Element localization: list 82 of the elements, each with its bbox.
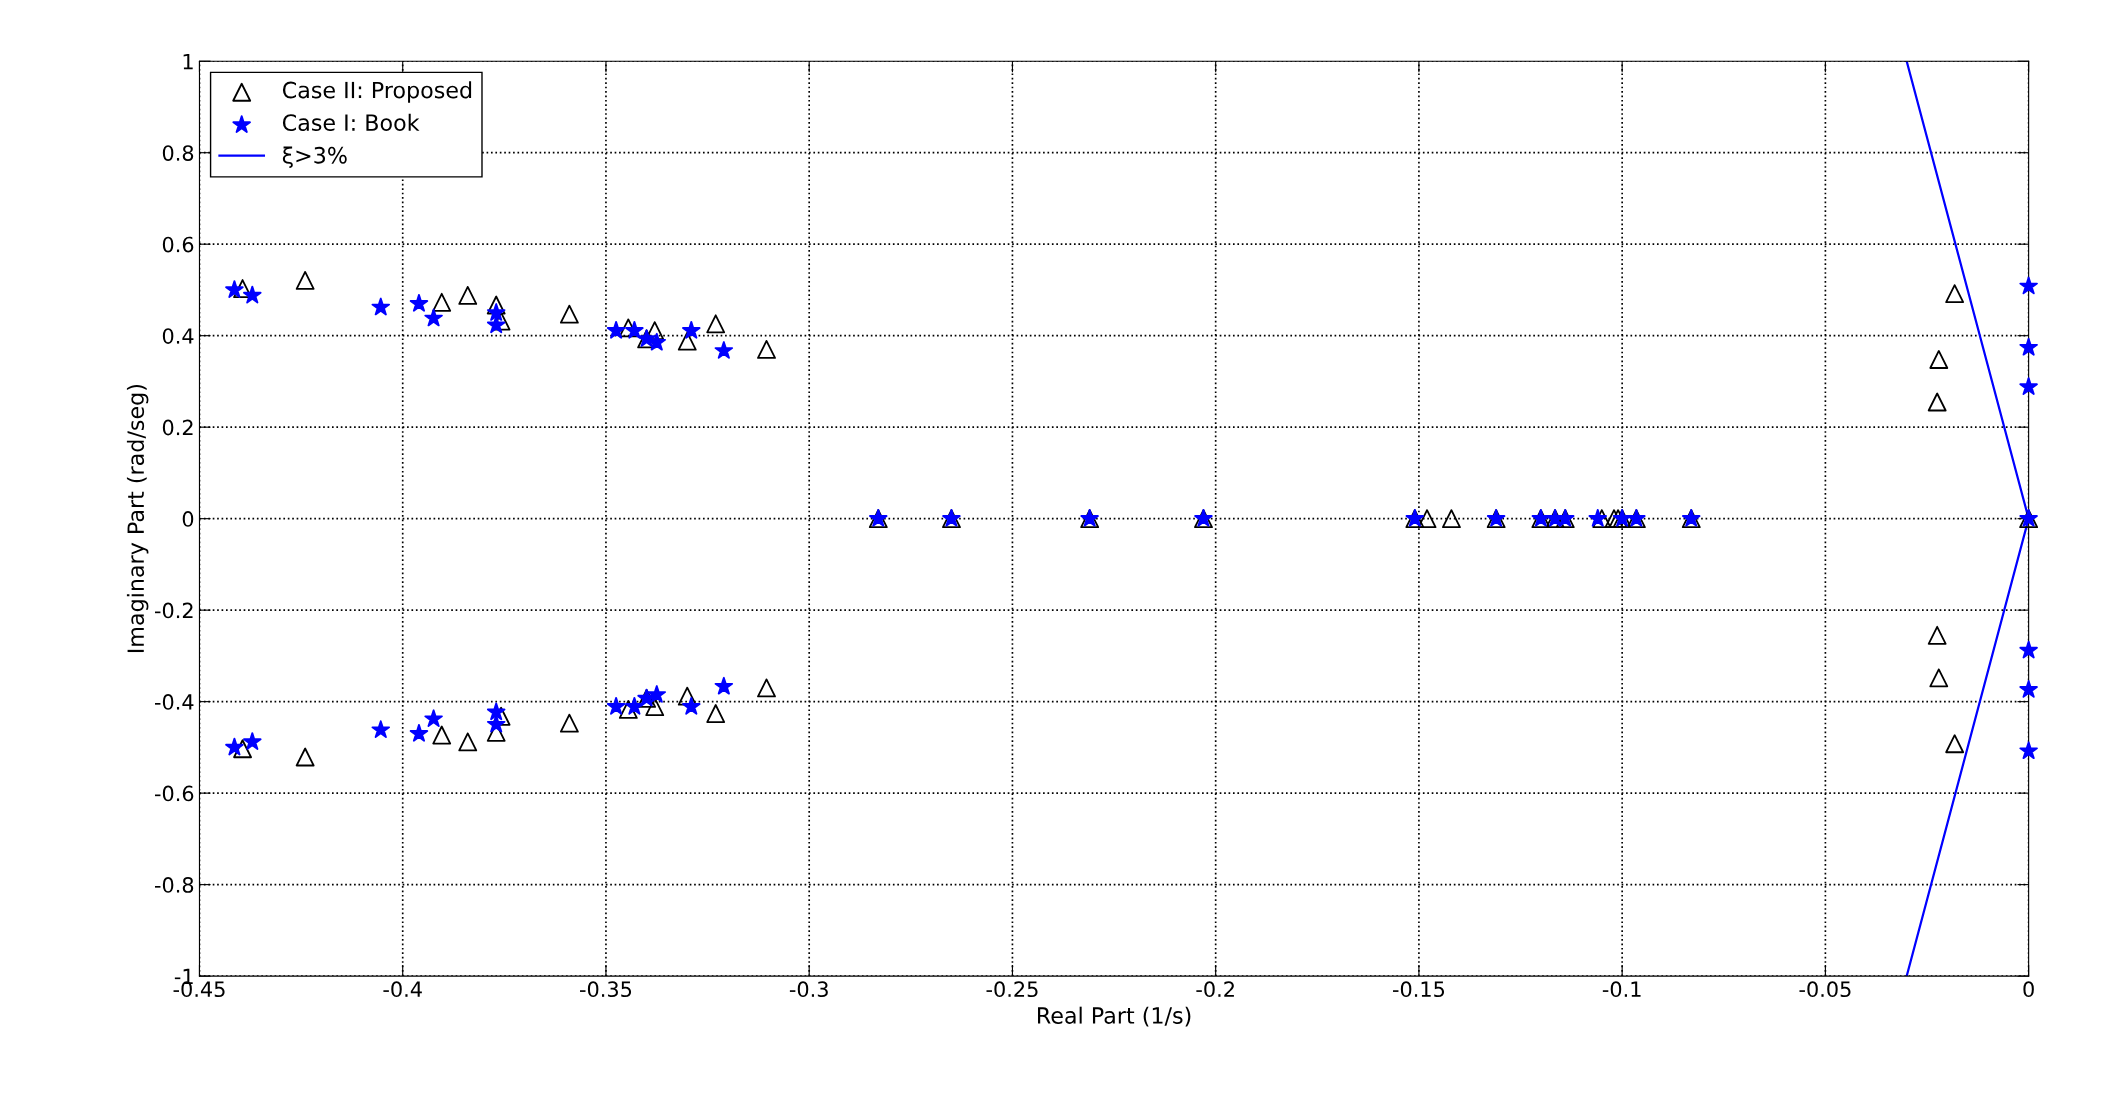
point	[2019, 640, 2038, 659]
point	[682, 320, 701, 339]
legend-label: Case II: Proposed	[282, 81, 472, 103]
point	[243, 732, 262, 750]
point	[2019, 337, 2038, 356]
point	[677, 331, 697, 351]
point	[706, 314, 726, 334]
point	[371, 297, 391, 316]
point	[371, 720, 391, 739]
point	[647, 332, 667, 351]
point	[706, 704, 726, 723]
point	[1417, 509, 1437, 529]
y-tick-label: 0.2	[162, 419, 193, 436]
point	[432, 292, 452, 312]
point	[2019, 680, 2038, 698]
point	[647, 685, 667, 703]
point	[618, 700, 638, 719]
point	[625, 320, 644, 339]
point	[243, 285, 262, 304]
y-tick-label: -0.6	[154, 785, 194, 802]
legend-label: ξ>3%	[282, 146, 347, 168]
point	[2019, 741, 2038, 760]
point	[625, 696, 644, 715]
point	[295, 747, 315, 767]
point	[486, 295, 506, 315]
point	[424, 709, 443, 728]
y-axis-title: Imaginary Part (rad/seg)	[126, 385, 149, 653]
point	[682, 696, 701, 715]
x-tick-label: -0.1	[1602, 981, 1641, 998]
point	[458, 286, 478, 305]
point	[409, 723, 429, 742]
point	[486, 315, 506, 334]
y-tick-label: 0.4	[162, 328, 194, 344]
y-tick-label: 0	[182, 511, 194, 527]
point	[424, 308, 443, 327]
point	[714, 341, 734, 359]
y-tick-label: -0.4	[154, 694, 194, 710]
point	[295, 270, 315, 290]
point	[559, 304, 579, 324]
point	[1588, 508, 1608, 527]
point	[432, 725, 452, 745]
x-tick-label: -0.05	[1799, 981, 1851, 998]
x-tick-label: 0	[2023, 981, 2034, 998]
point	[2019, 276, 2038, 295]
y-tick-label: 0.8	[162, 145, 194, 161]
x-axis-title: Real Part (1/s)	[1038, 1006, 1191, 1027]
x-tick-label: -0.4	[383, 981, 422, 998]
point	[645, 697, 665, 717]
point	[1927, 392, 1947, 412]
point	[606, 696, 626, 715]
x-tick-label: -0.35	[580, 981, 632, 998]
point	[233, 739, 252, 759]
point	[2019, 377, 2038, 395]
point	[606, 320, 626, 339]
point	[486, 702, 506, 721]
point	[757, 339, 776, 359]
point	[1945, 284, 1965, 304]
point	[714, 676, 734, 695]
y-tick-label: 0.6	[162, 236, 194, 253]
point	[409, 293, 429, 312]
point	[458, 732, 478, 752]
point	[1442, 509, 1461, 529]
legend-label: Case I: Book	[282, 113, 420, 132]
point	[1945, 734, 1965, 754]
point	[486, 714, 506, 733]
x-tick-label: -0.25	[986, 981, 1038, 998]
x-tick-label: -0.15	[1392, 981, 1445, 998]
point	[757, 678, 776, 698]
point	[618, 318, 638, 338]
point	[225, 737, 244, 756]
point	[486, 303, 506, 321]
y-tick-label: 1	[183, 53, 193, 70]
point	[559, 713, 579, 733]
point	[225, 280, 244, 298]
point	[1929, 350, 1949, 369]
y-tick-label: -0.8	[154, 877, 194, 893]
x-tick-label: -0.3	[789, 981, 828, 998]
point	[1929, 668, 1949, 688]
point	[1927, 625, 1947, 645]
point	[677, 686, 697, 706]
y-tick-label: -0.2	[154, 602, 193, 619]
x-tick-label: -0.2	[1196, 981, 1234, 998]
